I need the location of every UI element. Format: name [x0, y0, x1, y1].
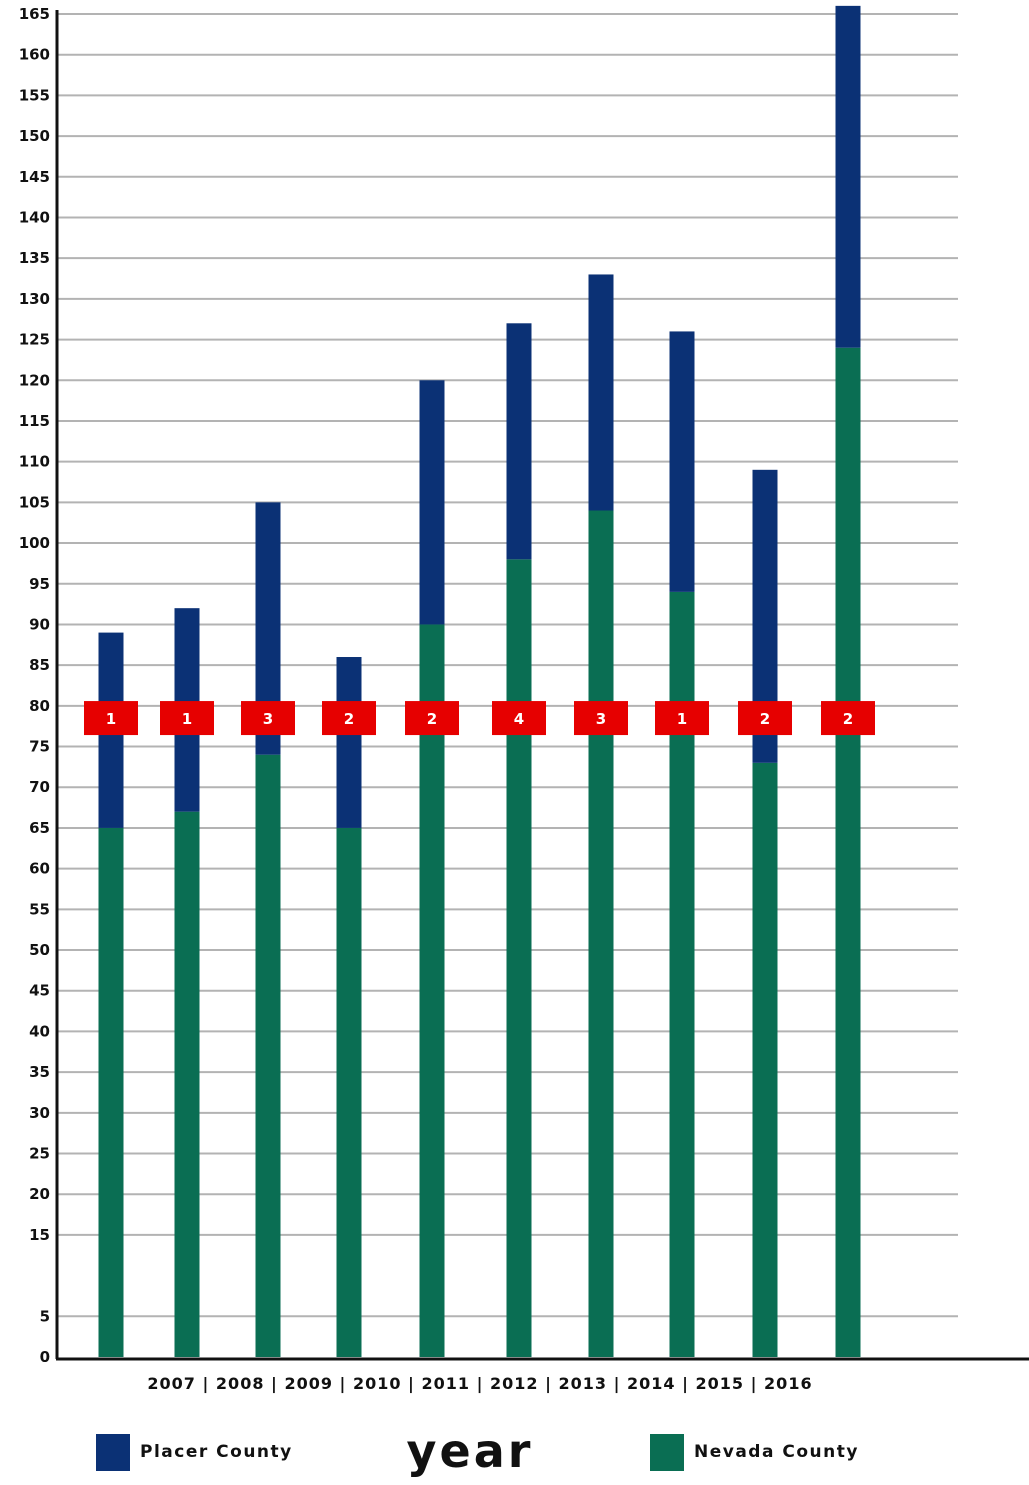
legend-item-placer: Placer County	[96, 1432, 293, 1472]
bar-nevada-2016	[835, 347, 861, 1357]
bar-placer-2016	[835, 5, 861, 348]
annotation-badge-label: 4	[514, 710, 524, 728]
bar-nevada-2015	[752, 762, 778, 1357]
y-tick-label: 145	[19, 168, 50, 186]
annotation-badge	[241, 701, 295, 736]
y-tick-label: 75	[29, 738, 50, 756]
bar-placer-2013	[588, 274, 614, 511]
annotation-badges: 1 1 3 2 2 4 3 1 2 2	[84, 701, 875, 736]
bar-nevada-2008	[174, 811, 200, 1357]
y-tick-label: 5	[40, 1307, 50, 1325]
y-tick-label: 40	[29, 1022, 50, 1040]
annotation-badge	[821, 701, 875, 736]
y-axis-ticks: 0 5 15 20 25 30 35 40 45 50 55 60 65 70 75 80 85 90 95 100 1…	[19, 5, 50, 1366]
y-tick-label: 85	[29, 656, 50, 674]
y-tick-label: 65	[29, 819, 50, 837]
annotation-badge	[160, 701, 214, 736]
x-axis-tick-labels: 2007 | 2008 | 2009 | 2010 | 2011 | 2012 …	[147, 1374, 812, 1394]
y-tick-label: 95	[29, 575, 50, 593]
y-tick-label: 0	[40, 1348, 50, 1366]
annotation-badge	[84, 701, 138, 736]
y-tick-label: 140	[19, 208, 50, 226]
annotation-badge-label: 1	[106, 710, 116, 728]
annotation-badge	[574, 701, 628, 736]
annotation-badge-label: 1	[182, 710, 192, 728]
annotation-badge-label: 2	[843, 710, 853, 728]
annotation-badge-label: 2	[760, 710, 770, 728]
y-tick-label: 60	[29, 860, 50, 878]
legend-label-nevada: Nevada County	[694, 1442, 859, 1462]
y-tick-label: 80	[29, 697, 50, 715]
annotation-badge-label: 1	[677, 710, 687, 728]
annotation-badge	[405, 701, 459, 736]
y-tick-label: 115	[19, 412, 50, 430]
annotation-badge-label: 2	[427, 710, 437, 728]
y-tick-label: 100	[19, 534, 50, 552]
y-tick-label: 150	[19, 127, 50, 145]
bar-nevada-2011	[419, 624, 445, 1357]
bar-placer-2012	[506, 323, 532, 560]
y-tick-label: 30	[29, 1104, 50, 1122]
bar-nevada-2013	[588, 510, 614, 1357]
annotation-badge-label: 3	[263, 710, 273, 728]
annotation-badge-label: 2	[344, 710, 354, 728]
y-tick-label: 20	[29, 1185, 50, 1203]
annotation-badge-label: 3	[596, 710, 606, 728]
y-tick-label: 15	[29, 1226, 50, 1244]
y-tick-label: 110	[19, 453, 50, 471]
x-axis-title: year	[406, 1424, 534, 1478]
y-tick-label: 155	[19, 86, 50, 104]
y-tick-label: 45	[29, 982, 50, 1000]
y-tick-label: 135	[19, 249, 50, 267]
annotation-badge	[492, 701, 546, 736]
y-tick-label: 130	[19, 290, 50, 308]
placer-swatch	[96, 1433, 130, 1471]
y-tick-label: 105	[19, 493, 50, 511]
y-tick-label: 25	[29, 1145, 50, 1163]
annotation-badge	[655, 701, 709, 736]
legend-item-nevada: Nevada County	[650, 1432, 859, 1472]
nevada-swatch	[650, 1433, 684, 1471]
annotation-badge	[322, 701, 376, 736]
bar-nevada-2010	[336, 827, 362, 1357]
y-tick-label: 35	[29, 1063, 50, 1081]
y-tick-label: 165	[19, 5, 50, 23]
bar-placer-2010	[336, 657, 362, 828]
y-tick-label: 70	[29, 778, 50, 796]
bar-nevada-2009	[255, 754, 281, 1357]
bar-nevada-2012	[506, 559, 532, 1357]
y-tick-label: 120	[19, 371, 50, 389]
y-tick-label: 90	[29, 615, 50, 633]
y-tick-label: 125	[19, 331, 50, 349]
bar-placer-2014	[669, 331, 695, 592]
y-tick-label: 50	[29, 941, 50, 959]
legend-label-placer: Placer County	[140, 1442, 293, 1462]
y-tick-label: 55	[29, 900, 50, 918]
bar-placer-2011	[419, 380, 445, 625]
annotation-badge	[738, 701, 792, 736]
bars	[98, 5, 861, 1357]
bar-nevada-2007	[98, 827, 124, 1357]
y-tick-label: 160	[19, 46, 50, 64]
